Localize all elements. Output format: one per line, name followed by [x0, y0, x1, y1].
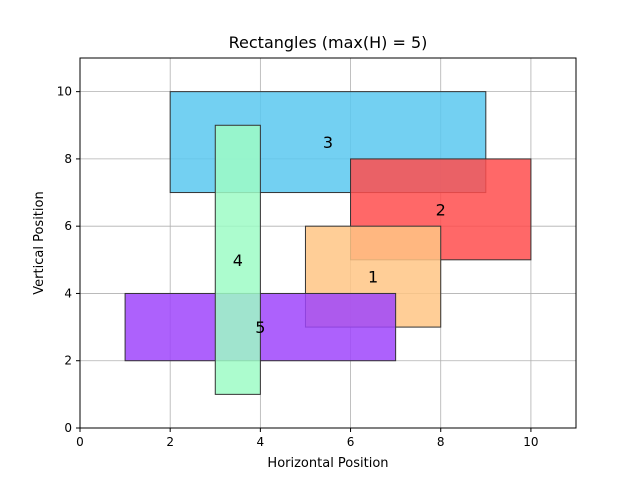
- x-tick-label-8: 8: [437, 435, 445, 449]
- rectangle-4: [214, 124, 261, 395]
- rectangle-label-1: 1: [368, 268, 378, 287]
- rectangles-group: [124, 91, 532, 395]
- rectangle-label-3: 3: [323, 133, 333, 152]
- y-tick-label-10: 10: [57, 85, 72, 99]
- x-tick-label-10: 10: [523, 435, 538, 449]
- y-axis-ticks: 0 2 4 6 8 10: [57, 85, 80, 435]
- x-tick-label-4: 4: [257, 435, 265, 449]
- y-tick-label-6: 6: [64, 219, 72, 233]
- rectangle-label-2: 2: [436, 200, 446, 219]
- y-tick-label-8: 8: [64, 152, 72, 166]
- chart-title: Rectangles (max(H) = 5): [229, 33, 428, 52]
- x-axis-ticks: 0 2 4 6 8 10: [76, 428, 539, 449]
- plot-frame: [79, 57, 577, 429]
- x-tick-label-6: 6: [347, 435, 355, 449]
- x-axis-label: Horizontal Position: [267, 456, 388, 471]
- y-tick-label-2: 2: [64, 354, 72, 368]
- x-tick-label-2: 2: [166, 435, 174, 449]
- rectangle-labels: 3 2 1 5 4: [233, 133, 446, 337]
- rectangle-label-5: 5: [255, 318, 265, 337]
- y-tick-label-0: 0: [64, 421, 72, 435]
- x-tick-label-0: 0: [76, 435, 84, 449]
- y-axis-label: Vertical Position: [32, 191, 47, 294]
- y-tick-label-4: 4: [64, 286, 72, 300]
- rectangle-label-4: 4: [233, 251, 243, 270]
